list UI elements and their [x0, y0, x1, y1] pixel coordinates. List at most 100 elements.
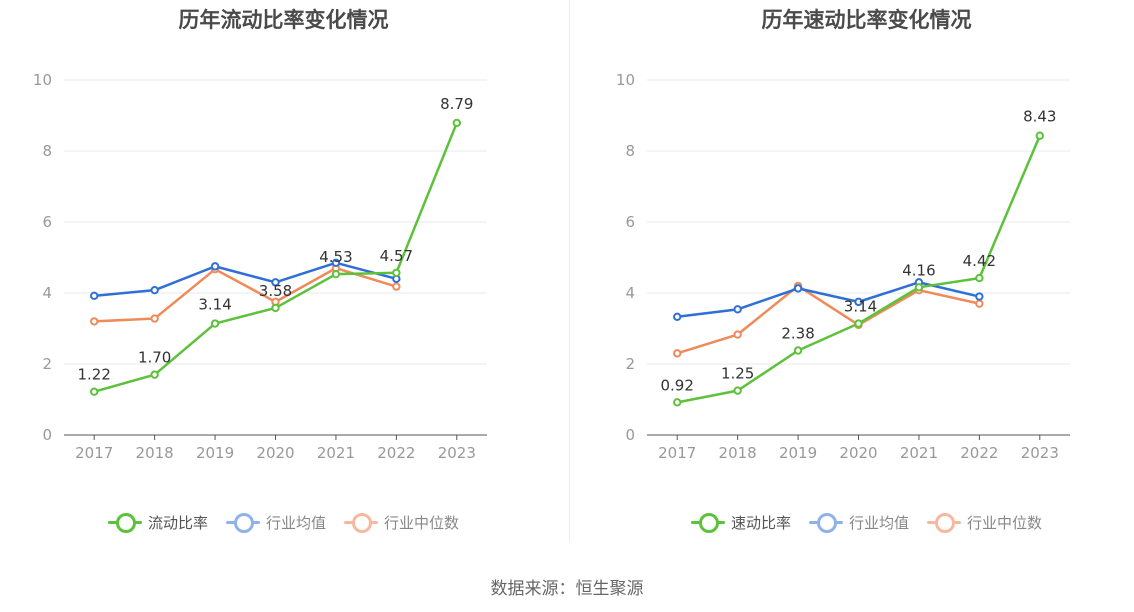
- y-tick-label: 8: [625, 142, 635, 160]
- legend-item-avg[interactable]: 行业均值: [225, 512, 326, 533]
- x-tick-label: 2022: [377, 444, 415, 462]
- data-point: [452, 118, 461, 128]
- data-label: 4.53: [319, 248, 352, 266]
- legend-symbol-icon: [225, 512, 260, 533]
- chart-title: 历年流动比率变化情况: [178, 8, 389, 32]
- quick-ratio-chart: 0 2 4 6 8 10 2017 2018 2019 2020 2021 2022 2023 0.92 1…: [616, 71, 1070, 462]
- legend-label: 行业均值: [265, 513, 326, 532]
- data-label: 1.70: [138, 349, 171, 367]
- legend: 速动比率 行业均值 行业中位数: [583, 510, 1134, 534]
- data-point: [793, 284, 803, 293]
- legend-label: 行业中位数: [967, 513, 1043, 532]
- legend-label: 流动比率: [147, 513, 208, 532]
- data-label: 1.22: [78, 366, 111, 384]
- legend-label: 速动比率: [730, 513, 791, 532]
- data-point: [271, 303, 280, 313]
- x-tick-label: 2019: [779, 444, 817, 462]
- data-point: [854, 319, 863, 328]
- data-point: [975, 292, 984, 301]
- y-tick-label: 10: [33, 71, 52, 89]
- data-label: 4.57: [380, 247, 413, 265]
- legend-item-median[interactable]: 行业中位数: [344, 512, 459, 533]
- x-tick-label: 2023: [1021, 444, 1059, 462]
- y-tick-label: 8: [42, 142, 52, 160]
- legend-symbol-icon: [690, 512, 725, 533]
- data-point: [90, 317, 99, 326]
- panel-divider: [569, 0, 570, 542]
- data-point: [331, 269, 341, 279]
- data-label: 2.38: [781, 325, 814, 343]
- y-tick-label: 2: [42, 355, 52, 373]
- y-tick-label: 6: [625, 213, 635, 231]
- x-tick-label: 2020: [256, 444, 294, 462]
- data-label: 8.43: [1023, 108, 1056, 126]
- legend: 流动比率 行业均值 行业中位数: [0, 510, 567, 534]
- data-point: [1035, 131, 1044, 140]
- data-point: [733, 305, 742, 314]
- data-label: 4.16: [902, 261, 935, 279]
- x-tick-label: 2022: [960, 444, 998, 462]
- y-tick-label: 6: [42, 213, 52, 231]
- data-label: 0.92: [661, 376, 694, 394]
- data-label: 4.42: [963, 252, 996, 270]
- y-tick-label: 4: [625, 284, 635, 302]
- series-line: [676, 284, 980, 355]
- data-point: [392, 282, 401, 291]
- x-tick-label: 2017: [75, 444, 113, 462]
- x-tick-label: 2021: [317, 444, 355, 462]
- series-line: [94, 266, 397, 323]
- data-point: [210, 262, 220, 271]
- y-tick-label: 2: [625, 355, 635, 373]
- legend-item-avg[interactable]: 行业均值: [808, 512, 909, 533]
- x-tick-label: 2018: [136, 444, 174, 462]
- chart-title: 历年速动比率变化情况: [761, 8, 972, 32]
- data-point: [975, 299, 984, 308]
- legend-symbol-icon: [344, 512, 378, 533]
- data-point: [793, 346, 803, 355]
- data-point: [150, 314, 159, 323]
- legend-item-main[interactable]: 流动比率: [107, 512, 208, 533]
- data-point: [90, 291, 99, 301]
- data-point: [914, 283, 924, 292]
- quick-ratio-panel: 历年速动比率变化情况 0 2 4 6 8 10 2017 2018 2019 2020 2021 20…: [583, 0, 1134, 560]
- data-point: [673, 398, 682, 407]
- y-tick-label: 0: [42, 426, 52, 444]
- legend-item-main[interactable]: 速动比率: [690, 512, 791, 533]
- legend-label: 行业均值: [848, 513, 909, 532]
- y-tick-label: 10: [616, 71, 635, 89]
- x-tick-label: 2019: [196, 444, 234, 462]
- data-point: [673, 312, 682, 321]
- x-tick-label: 2023: [438, 444, 476, 462]
- y-tick-label: 4: [42, 284, 52, 302]
- data-label: 8.79: [440, 95, 473, 113]
- data-point: [210, 319, 220, 328]
- data-source-note: 数据来源：恒生聚源: [490, 579, 644, 599]
- legend-symbol-icon: [927, 512, 961, 533]
- legend-symbol-icon: [107, 512, 142, 533]
- data-point: [392, 268, 401, 277]
- x-tick-label: 2021: [900, 444, 938, 462]
- data-label: 3.58: [259, 282, 292, 300]
- series-line: [677, 281, 980, 319]
- y-tick-label: 0: [625, 426, 635, 444]
- legend-item-median[interactable]: 行业中位数: [927, 512, 1042, 533]
- data-point: [90, 387, 99, 396]
- data-point: [733, 330, 742, 339]
- data-point: [150, 370, 159, 379]
- data-point: [271, 278, 280, 287]
- current-ratio-chart: 0 2 4 6 8 10 2017 2018 2019 2020 2021 2022 2023 1.22 1…: [33, 71, 487, 462]
- current-ratio-panel: 历年流动比率变化情况 0 2 4 6 8 10 2017 2018 2019 2020 2021 20…: [0, 0, 567, 560]
- data-point: [150, 285, 159, 295]
- data-label: 3.14: [198, 296, 231, 314]
- x-tick-label: 2017: [658, 444, 696, 462]
- legend-symbol-icon: [808, 512, 843, 533]
- x-tick-label: 2018: [719, 444, 757, 462]
- legend-label: 行业中位数: [384, 513, 460, 532]
- series-line: [94, 261, 397, 298]
- data-point: [331, 258, 341, 268]
- data-point: [975, 273, 984, 283]
- data-point: [733, 386, 742, 395]
- data-label: 1.25: [721, 365, 754, 383]
- x-tick-label: 2020: [839, 444, 877, 462]
- data-point: [854, 297, 863, 307]
